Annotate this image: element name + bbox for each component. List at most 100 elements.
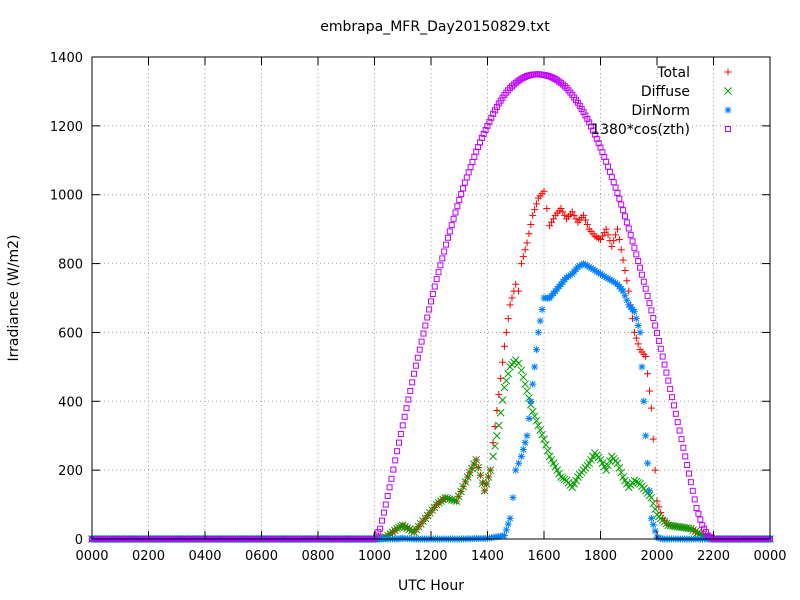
data-point: [642, 432, 650, 440]
data-point: [576, 262, 584, 270]
data-point: [467, 164, 474, 171]
data-point: [519, 253, 527, 261]
data-point: [523, 432, 531, 440]
y-tick-label: 600: [58, 326, 83, 341]
data-point: [452, 209, 459, 216]
data-point: [578, 105, 585, 112]
data-point: [512, 280, 520, 288]
data-series: [88, 71, 774, 543]
data-point: [620, 207, 627, 214]
data-point: [497, 374, 505, 382]
data-point: [506, 301, 514, 309]
data-point: [587, 264, 595, 272]
data-point: [684, 461, 691, 468]
data-point: [651, 466, 659, 474]
data-point: [529, 211, 537, 219]
data-point: [384, 492, 391, 499]
data-point: [458, 191, 465, 198]
data-point: [510, 81, 517, 88]
data-point: [613, 459, 622, 468]
data-point: [602, 225, 610, 233]
data-point: [403, 405, 410, 412]
data-point: [570, 211, 578, 219]
data-point: [558, 474, 567, 483]
data-point: [489, 452, 498, 461]
data-point: [684, 524, 693, 533]
data-point: [612, 184, 619, 191]
data-point: [474, 463, 483, 472]
data-point: [433, 276, 440, 283]
data-point: [621, 266, 629, 274]
data-point: [439, 255, 446, 262]
data-point: [392, 457, 399, 464]
data-point: [589, 127, 596, 134]
data-point: [520, 74, 527, 81]
data-point: [506, 514, 514, 522]
data-point: [509, 494, 517, 502]
data-point: [633, 251, 640, 258]
y-tick-label: 1400: [50, 51, 83, 66]
data-point: [583, 221, 591, 229]
data-point: [431, 283, 438, 290]
data-point: [528, 407, 537, 416]
data-point: [508, 83, 515, 90]
data-point: [591, 131, 598, 138]
data-point: [655, 337, 662, 344]
data-point: [606, 276, 614, 284]
data-point: [676, 427, 683, 434]
data-point: [580, 211, 588, 219]
data-point: [393, 524, 401, 533]
legend-marker: [724, 68, 732, 76]
x-tick-label: 1400: [471, 549, 504, 564]
data-point: [469, 159, 476, 166]
data-point: [657, 345, 664, 352]
data-point: [663, 369, 670, 376]
data-point: [608, 173, 615, 180]
data-point: [540, 187, 548, 195]
data-point: [638, 363, 646, 371]
data-point: [623, 277, 631, 285]
data-point: [647, 514, 655, 522]
data-point: [527, 397, 535, 405]
legend: Total Diffuse DirNorm 1380*cos(zth): [591, 65, 732, 138]
data-point: [650, 314, 657, 321]
data-point: [504, 369, 513, 378]
data-point: [546, 222, 554, 230]
data-point: [566, 271, 574, 279]
data-point: [637, 264, 644, 271]
legend-marker: [725, 126, 731, 132]
data-point: [576, 102, 583, 109]
data-point: [585, 263, 593, 271]
x-tick-label: 1200: [414, 549, 447, 564]
data-point: [461, 477, 470, 486]
data-point: [630, 476, 639, 485]
data-point: [613, 225, 621, 233]
data-point: [559, 81, 566, 88]
data-point: [407, 526, 416, 535]
data-point: [543, 446, 552, 455]
data-point: [443, 241, 450, 248]
data-point: [435, 269, 442, 276]
data-point: [538, 430, 546, 439]
data-point: [542, 441, 550, 449]
data-point: [502, 376, 511, 385]
data-point: [407, 387, 414, 394]
data-point: [521, 246, 529, 254]
data-point: [532, 416, 541, 425]
data-point: [496, 408, 505, 417]
data-point: [517, 452, 525, 460]
data-point: [649, 499, 658, 508]
data-point: [454, 203, 461, 210]
data-point: [518, 75, 525, 82]
data-point: [390, 466, 397, 473]
y-tick-label: 200: [58, 464, 83, 479]
data-point: [420, 330, 427, 337]
data-point: [386, 484, 393, 491]
data-point: [669, 394, 676, 401]
data-point: [515, 287, 523, 295]
data-point: [591, 266, 599, 274]
data-point: [403, 524, 412, 532]
data-point: [379, 517, 386, 524]
data-point: [416, 346, 423, 353]
data-point: [661, 361, 668, 368]
